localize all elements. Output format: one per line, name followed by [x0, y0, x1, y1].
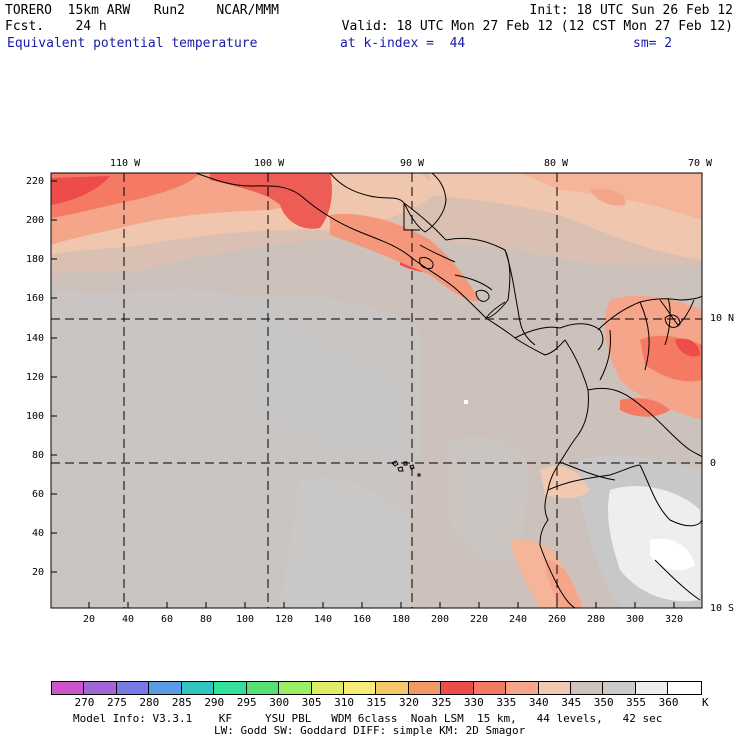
y-tick-label: 60 — [32, 489, 45, 500]
colorbar-swatch — [603, 682, 636, 694]
colorbar-tick-label: 360 — [658, 696, 679, 709]
header-valid-time: Valid: 18 UTC Mon 27 Feb 12 (12 CST Mon … — [341, 19, 733, 34]
y-tick-label: 200 — [26, 215, 45, 226]
bottom-ticks — [88, 602, 675, 608]
colorbar-tick-label: 275 — [106, 696, 127, 709]
colorbar-swatch — [668, 682, 701, 694]
model-info: Model Info: V3.3.1 KF YSU PBL WDM 6class… — [73, 712, 663, 725]
x-tick-label: 320 — [665, 614, 684, 625]
colorbar-tick-label: 330 — [463, 696, 484, 709]
x-tick-label: 140 — [314, 614, 333, 625]
y-tick-label: 180 — [26, 254, 45, 265]
x-tick-label: 80 — [200, 614, 213, 625]
colorbar-swatch — [311, 682, 344, 694]
lon-label-70w: 70 W — [688, 158, 713, 169]
colorbar-unit: K — [702, 696, 709, 709]
y-tick-label: 220 — [26, 176, 45, 187]
header-init-time: Init: 18 UTC Sun 26 Feb 12 — [529, 3, 734, 18]
colorbar-swatch — [571, 682, 604, 694]
x-tick-label: 260 — [548, 614, 567, 625]
colorbar-tick-label: 310 — [334, 696, 354, 709]
lon-label-80w: 80 W — [544, 158, 569, 169]
colorbar-tick-label: 280 — [139, 696, 160, 709]
x-tick-label: 120 — [275, 614, 294, 625]
x-tick-label: 60 — [161, 614, 174, 625]
lon-label-100w: 100 W — [254, 158, 285, 169]
colorbar-tick-label: 285 — [171, 696, 192, 709]
colorbar-swatch — [506, 682, 539, 694]
x-tick-label: 100 — [236, 614, 255, 625]
colorbar-tick-label: 350 — [593, 696, 614, 709]
x-tick-label: 280 — [587, 614, 606, 625]
map-fill — [51, 173, 702, 608]
colorbar-swatch — [343, 682, 377, 694]
x-tick-label: 240 — [509, 614, 528, 625]
colorbar-swatch — [246, 682, 280, 694]
colorbar-tick-label: 295 — [236, 696, 257, 709]
header-forecast-hour: Fcst. 24 h — [5, 19, 107, 34]
y-tick-label: 120 — [26, 372, 45, 383]
x-tick-label: 20 — [83, 614, 96, 625]
lon-label-110w: 110 W — [110, 158, 141, 169]
y-tick-label: 20 — [32, 567, 45, 578]
coastline — [195, 173, 702, 608]
x-tick-label: 160 — [353, 614, 372, 625]
colorbar — [51, 681, 702, 695]
colorbar-swatch — [149, 682, 182, 694]
colorbar-swatch — [279, 682, 312, 694]
colorbar-swatch — [441, 682, 474, 694]
colorbar-tick-label: 315 — [366, 696, 387, 709]
y-tick-label: 40 — [32, 528, 45, 539]
colorbar-swatch — [635, 682, 669, 694]
colorbar-swatch — [376, 682, 409, 694]
colorbar-swatch — [52, 682, 85, 694]
field-name: Equivalent potential temperature — [7, 36, 258, 51]
x-tick-label: 180 — [392, 614, 411, 625]
colorbar-tick-label: 270 — [74, 696, 95, 709]
colorbar-tick-label: 355 — [626, 696, 647, 709]
lat-label-10s: 10 S — [710, 603, 735, 614]
colorbar-swatch — [84, 682, 117, 694]
colorbar-swatch — [214, 682, 247, 694]
lat-lon-grid — [51, 173, 702, 608]
lat-label-10n: 10 N — [710, 313, 735, 324]
colorbar-swatch — [116, 682, 150, 694]
colorbar-tick-label: 325 — [431, 696, 452, 709]
x-tick-label: 40 — [122, 614, 135, 625]
colorbar-tick-label: 345 — [561, 696, 582, 709]
x-tick-label: 200 — [431, 614, 450, 625]
colorbar-swatch — [538, 682, 571, 694]
x-tick-label: 300 — [626, 614, 645, 625]
y-tick-label: 100 — [26, 411, 45, 422]
lon-label-90w: 90 W — [400, 158, 425, 169]
plot-frame — [50, 172, 703, 609]
physics-info: LW: Godd SW: Goddard DIFF: simple KM: 2D… — [214, 724, 526, 737]
field-level: at k-index = 44 — [340, 36, 466, 51]
y-tick-label: 160 — [26, 293, 45, 304]
x-tick-label: 220 — [470, 614, 489, 625]
left-ticks — [51, 180, 57, 573]
colorbar-swatch — [473, 682, 507, 694]
header-model-title: TORERO 15km ARW Run2 NCAR/MMM — [5, 3, 279, 18]
colorbar-swatch — [181, 682, 215, 694]
y-tick-label: 140 — [26, 333, 45, 344]
colorbar-tick-label: 305 — [301, 696, 322, 709]
y-tick-label: 80 — [32, 450, 45, 461]
colorbar-tick-label: 300 — [269, 696, 290, 709]
colorbar-swatch — [408, 682, 442, 694]
colorbar-tick-label: 335 — [496, 696, 517, 709]
colorbar-tick-label: 290 — [204, 696, 225, 709]
lat-label-0: 0 — [710, 458, 717, 469]
field-smoothing: sm= 2 — [633, 36, 673, 51]
colorbar-tick-label: 320 — [399, 696, 419, 709]
colorbar-tick-label: 340 — [528, 696, 549, 709]
